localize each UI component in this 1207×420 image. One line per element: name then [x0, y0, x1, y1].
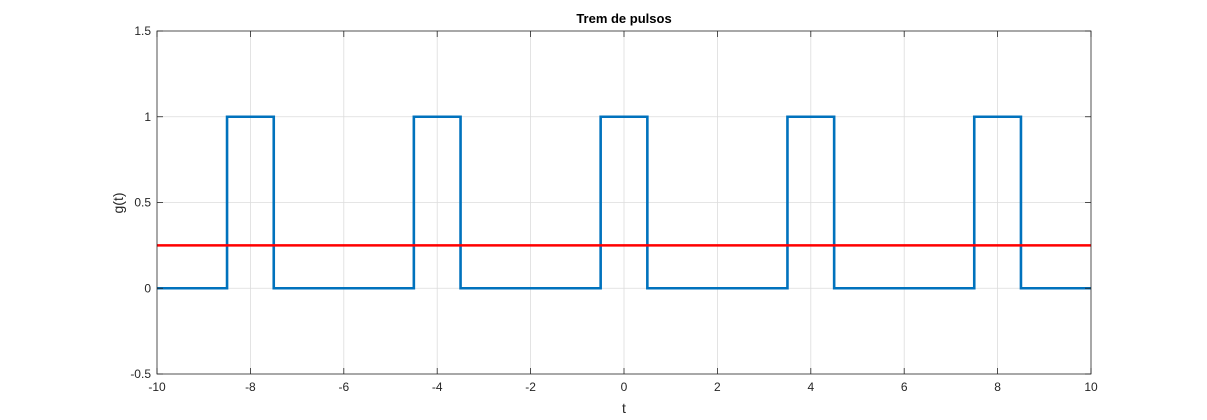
y-tick-label: 1 [144, 110, 151, 124]
x-tick-label: 8 [994, 380, 1001, 394]
y-axis-label: g(t) [110, 193, 126, 214]
x-tick-label: -2 [525, 380, 536, 394]
x-tick-label: 10 [1084, 380, 1098, 394]
x-tick-label: -8 [245, 380, 256, 394]
y-tick-label: -0.5 [130, 367, 151, 381]
y-tick-label: 0 [144, 281, 151, 295]
x-tick-label: -10 [148, 380, 166, 394]
y-tick-label: 1.5 [134, 24, 151, 38]
pulse-train-line [157, 115, 1091, 290]
x-tick-label: -6 [338, 380, 349, 394]
x-axis-label: t [622, 400, 626, 416]
x-tick-label: -4 [432, 380, 443, 394]
x-tick-label: 2 [714, 380, 721, 394]
series-group [157, 115, 1091, 290]
x-tick-label: 0 [621, 380, 628, 394]
x-tick-label: 6 [901, 380, 908, 394]
x-tick-label: 4 [807, 380, 814, 394]
chart-title: Trem de pulsos [576, 11, 671, 26]
axis-ticks: -10 -8 -6 -4 -2 0 2 4 6 8 10 -0.5 0 0.5 1 1.5 [130, 24, 1098, 394]
y-tick-label: 0.5 [134, 196, 151, 210]
